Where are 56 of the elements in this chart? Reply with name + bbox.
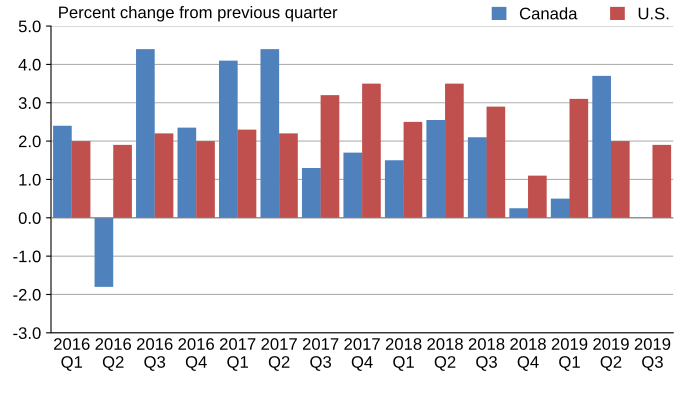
bar [550, 198, 570, 218]
x-tick-label: 2018 Q3 [468, 338, 504, 371]
bar [279, 133, 298, 218]
bar [570, 98, 588, 218]
y-tick-label: -3.0 [13, 327, 41, 340]
y-tick-label: 4.0 [18, 58, 41, 71]
y-tick-label: 1.0 [19, 174, 41, 186]
bar [486, 106, 506, 218]
x-tick-label: 2016 Q3 [137, 338, 173, 371]
bar [426, 120, 446, 218]
y-tick-label: -2.0 [13, 288, 41, 301]
bar [260, 49, 280, 218]
bar [468, 137, 487, 218]
y-tick-label: 0.0 [18, 212, 41, 224]
bar [218, 60, 238, 218]
bar [610, 141, 630, 218]
bar [72, 141, 90, 218]
bar [178, 128, 196, 218]
y-tick-label: 5.0 [18, 20, 41, 32]
x-tick-label: 2018 Q2 [427, 338, 463, 371]
x-tick-label: 2018 Q1 [386, 338, 422, 371]
chart-title: Percent change from previous quarter [59, 6, 338, 22]
bar [320, 95, 340, 218]
y-tick-label: -1.0 [13, 250, 41, 262]
bar [404, 122, 422, 218]
bar [362, 84, 381, 218]
x-tick-label: 2019 Q1 [552, 338, 588, 371]
bar [384, 160, 404, 218]
y-tick-label: 2.0 [18, 136, 41, 148]
legend-label: U.S. [638, 8, 668, 20]
bar [113, 144, 132, 218]
x-tick-label: 2016 Q4 [178, 338, 214, 371]
x-tick-label: 2017 Q1 [220, 338, 256, 371]
x-tick-label: 2019 Q2 [593, 338, 629, 371]
y-tick-label: 3.0 [18, 97, 41, 109]
bar [196, 141, 215, 218]
bar [343, 152, 362, 218]
x-tick-label: 2017 Q2 [261, 338, 297, 371]
bar [302, 168, 321, 218]
x-tick-label: 2016 Q2 [96, 338, 132, 371]
bar [94, 218, 114, 287]
bar [652, 144, 672, 218]
bar [445, 84, 464, 218]
bar [53, 126, 72, 218]
x-tick-label: 2018 Q4 [510, 338, 546, 371]
legend-label: Canada [520, 7, 578, 20]
x-tick-label: 2017 Q3 [302, 338, 338, 371]
x-tick-label: 2017 Q4 [344, 338, 380, 371]
bar [238, 130, 256, 218]
bar [528, 176, 547, 218]
x-tick-label: 2016 Q1 [54, 338, 90, 371]
bar [154, 133, 174, 218]
x-tick-label: 2019 Q3 [634, 338, 670, 371]
bar [592, 76, 611, 218]
bar [509, 208, 528, 218]
bar [136, 49, 155, 218]
